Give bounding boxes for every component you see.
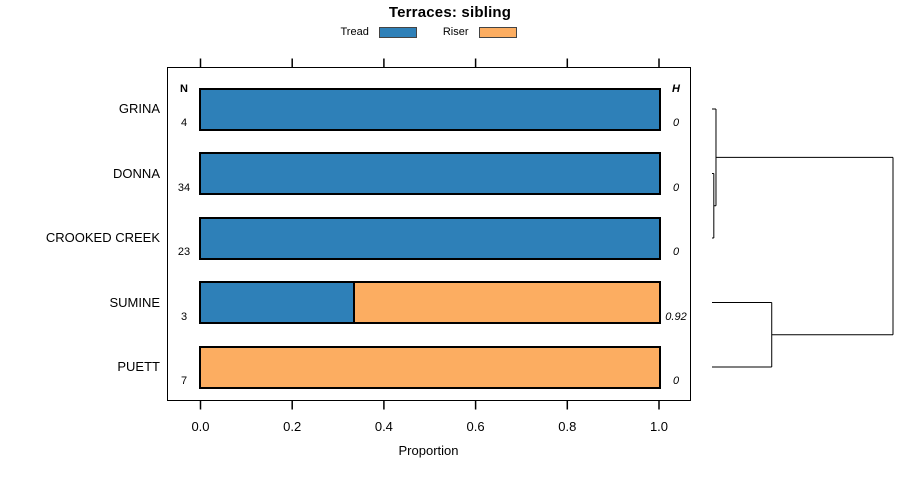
bar-segment-riser: [353, 283, 659, 322]
category-label: SUMINE: [109, 294, 160, 310]
n-value: 4: [180, 117, 188, 129]
h-value: 0: [672, 375, 680, 387]
bar-row: [198, 345, 661, 389]
legend-label-tread: Tread: [340, 26, 369, 38]
category-label: PUETT: [117, 359, 160, 374]
legend-item-riser: Riser: [443, 26, 517, 39]
n-value: 7: [180, 375, 188, 387]
dendrogram: [712, 108, 894, 368]
n-value: 3: [180, 310, 188, 323]
category-label: GRINA: [118, 101, 160, 116]
bar-segment-tread: [200, 218, 659, 258]
h-value: 0: [672, 117, 680, 129]
h-value: 0: [672, 181, 680, 194]
h-value: 0: [672, 246, 680, 258]
bar-segment-riser: [200, 347, 659, 387]
h-value: 0.92: [665, 310, 687, 323]
bar-segment-tread: [200, 89, 659, 129]
x-tick-label: 1.0: [649, 419, 669, 434]
x-axis-label: Proportion: [398, 443, 459, 458]
legend-item-tread: Tread: [341, 26, 417, 39]
category-label: CROOKED CREEK: [45, 230, 160, 245]
chart-title: Terraces: sibling: [388, 4, 512, 21]
legend-label-riser: Riser: [442, 26, 469, 38]
x-tick-label: 0.8: [558, 419, 577, 434]
x-tick-label: 0.6: [466, 419, 485, 434]
legend: Tread Riser: [167, 25, 690, 40]
bar-segment-tread: [200, 154, 659, 193]
n-value: 34: [177, 181, 191, 194]
x-tick-label: 0.0: [191, 419, 210, 434]
category-label: DONNA: [113, 165, 160, 181]
legend-swatch-tread: [378, 27, 417, 38]
bar-row: [198, 216, 661, 260]
bar-segment-tread: [200, 283, 354, 322]
n-value: 23: [177, 246, 191, 258]
x-tick-label: 0.4: [374, 419, 393, 434]
bar-row: [198, 152, 661, 195]
bar-row: [198, 87, 661, 131]
x-tick-label: 0.2: [283, 419, 302, 434]
n-column-header: N: [180, 83, 188, 95]
bar-row: [198, 281, 661, 324]
legend-swatch-riser: [478, 27, 517, 38]
h-column-header: H: [672, 83, 680, 95]
